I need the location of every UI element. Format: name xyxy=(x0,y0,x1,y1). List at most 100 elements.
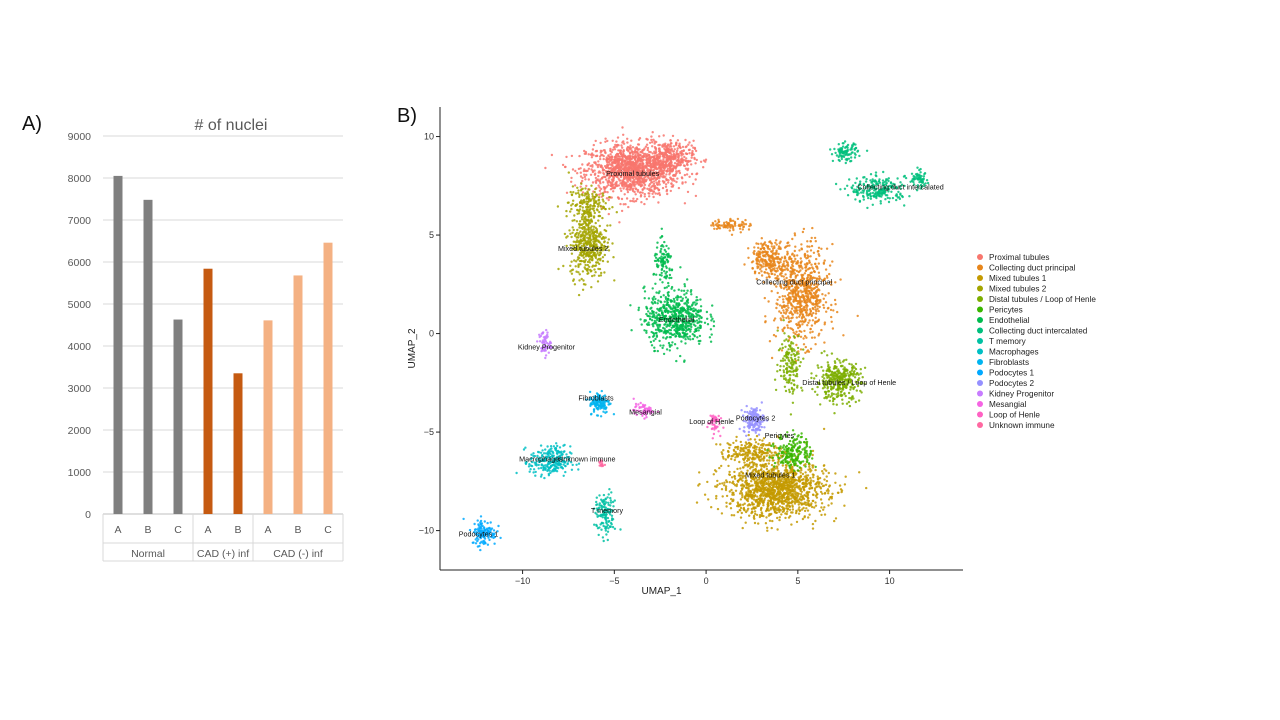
umap-point xyxy=(628,168,631,171)
umap-point xyxy=(607,183,610,187)
umap-point xyxy=(693,320,696,323)
umap-point xyxy=(598,251,602,254)
umap-point xyxy=(651,159,655,162)
umap-point xyxy=(565,236,568,239)
umap-point xyxy=(669,329,673,332)
umap-point xyxy=(641,162,645,165)
bar-chart: # of nuclei01000200030004000500060007000… xyxy=(68,117,344,562)
umap-point xyxy=(669,255,673,258)
umap-point xyxy=(646,314,649,317)
umap-point xyxy=(655,335,659,338)
umap-point xyxy=(676,149,679,152)
umap-point xyxy=(916,178,919,181)
umap-point xyxy=(572,228,575,232)
umap-point xyxy=(643,285,646,288)
umap-point xyxy=(627,205,630,209)
umap-point xyxy=(571,248,574,251)
umap-point xyxy=(778,242,781,245)
umap-point xyxy=(636,182,639,185)
umap-point xyxy=(680,149,683,153)
umap-point xyxy=(801,320,804,323)
umap-point xyxy=(622,133,625,136)
umap-point xyxy=(808,299,812,302)
umap-point xyxy=(684,338,687,341)
umap-point xyxy=(783,326,786,329)
umap-point xyxy=(609,174,613,178)
umap-point xyxy=(833,147,836,151)
umap-point xyxy=(595,208,599,211)
umap-point xyxy=(792,300,795,303)
umap-point xyxy=(825,310,828,313)
umap-point xyxy=(594,187,597,191)
umap-point xyxy=(739,231,742,234)
umap-point xyxy=(666,310,669,313)
umap-point xyxy=(600,271,603,275)
umap-point xyxy=(766,244,770,248)
umap-point xyxy=(796,386,799,389)
umap-point xyxy=(643,297,646,300)
umap-point xyxy=(717,220,721,223)
umap-point xyxy=(572,199,575,202)
umap-point xyxy=(645,197,648,201)
umap-point xyxy=(694,308,697,311)
umap-point xyxy=(606,181,610,185)
umap-point xyxy=(604,202,607,205)
umap-point xyxy=(662,169,665,172)
umap-point xyxy=(590,255,593,259)
umap-point xyxy=(568,229,571,232)
umap-point xyxy=(688,322,691,325)
umap-point xyxy=(794,297,797,300)
umap-point xyxy=(575,220,579,223)
umap-point xyxy=(640,150,643,153)
umap-point xyxy=(699,298,702,301)
umap-point xyxy=(856,150,859,153)
umap-point xyxy=(810,324,814,327)
umap-point xyxy=(664,297,668,301)
umap-point xyxy=(764,263,767,266)
umap-point xyxy=(785,368,789,371)
umap-point xyxy=(602,173,606,176)
umap-point xyxy=(694,162,697,165)
umap-point xyxy=(578,193,581,197)
umap-point xyxy=(788,256,791,259)
y-tick-label: 7000 xyxy=(68,215,92,227)
umap-point xyxy=(795,330,798,333)
umap-point xyxy=(662,160,666,164)
umap-point xyxy=(772,260,776,263)
umap-point xyxy=(659,151,662,154)
umap-point xyxy=(599,151,602,154)
umap-point xyxy=(653,184,657,188)
umap-point xyxy=(571,226,574,229)
umap-point xyxy=(663,330,667,334)
umap-point xyxy=(579,263,582,266)
umap-point xyxy=(579,201,583,205)
umap-point xyxy=(818,305,821,309)
umap-point xyxy=(680,307,683,311)
umap-point xyxy=(611,139,614,142)
umap-point xyxy=(844,153,847,157)
umap-point xyxy=(580,199,583,202)
umap-point xyxy=(706,323,710,326)
x-tick-label: C xyxy=(174,524,182,536)
umap-point xyxy=(606,260,609,263)
umap-point xyxy=(848,370,852,374)
umap-point xyxy=(654,332,657,335)
umap-point xyxy=(782,365,785,368)
umap-point xyxy=(697,314,700,317)
umap-point xyxy=(647,297,651,300)
umap-point xyxy=(588,188,591,191)
umap-point xyxy=(601,169,605,172)
umap-point xyxy=(617,155,620,158)
umap-point xyxy=(637,154,640,157)
umap-point xyxy=(626,141,629,144)
umap-point xyxy=(822,369,825,372)
umap-point xyxy=(698,342,701,345)
umap-point xyxy=(570,260,573,263)
umap-point xyxy=(596,249,599,253)
umap-point xyxy=(657,323,661,326)
umap-point xyxy=(829,308,833,312)
umap-point xyxy=(681,316,685,320)
umap-point xyxy=(854,362,858,366)
umap-point xyxy=(799,257,802,260)
umap-point xyxy=(656,265,660,269)
